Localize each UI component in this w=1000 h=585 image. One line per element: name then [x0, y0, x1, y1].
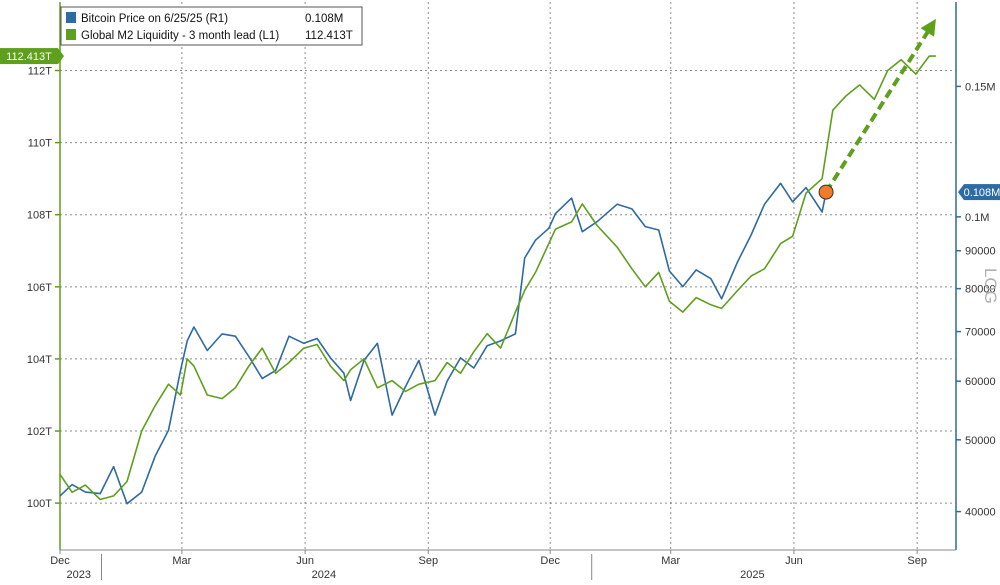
series-line-bitcoin — [59, 182, 827, 505]
projection-arrow-shaft — [824, 27, 932, 194]
current-price-marker — [818, 184, 834, 200]
right-tick-label: 60000 — [965, 376, 996, 388]
right-tick-label: 50000 — [965, 435, 996, 447]
x-year-label: 2024 — [312, 569, 336, 580]
legend-swatch-bitcoin — [66, 12, 76, 23]
projection-annotation — [818, 18, 936, 200]
left-tick-label: 110T — [28, 138, 53, 150]
right-tick-label: 0.1M — [965, 212, 989, 224]
legend-value-m2: 112.413T — [305, 30, 353, 42]
axes: 100T 102T 104T 106T 108T 110T 112T 40000 50000 60… — [27, 2, 996, 581]
gridlines — [59, 2, 956, 550]
x-year-label: 2023 — [67, 569, 91, 580]
right-tick-label: 40000 — [965, 507, 996, 519]
left-current-badge — [0, 48, 58, 65]
value-badges: 112.413T 0.108M — [0, 48, 1000, 201]
left-tick-label: 100T — [27, 498, 52, 510]
x-month-label: Mar — [172, 555, 191, 567]
left-tick-label: 112T — [28, 66, 53, 78]
legend-label-bitcoin: Bitcoin Price on 6/25/25 (R1) — [81, 13, 228, 25]
legend-value-bitcoin: 0.108M — [305, 13, 343, 25]
series-line-m2 — [59, 55, 936, 501]
x-month-label: Mar — [661, 555, 680, 567]
right-tick-label: 80000 — [965, 284, 996, 296]
legend-label-m2: Global M2 Liquidity - 3 month lead (L1) — [81, 30, 279, 42]
x-month-label: Jun — [785, 555, 803, 567]
series-lines — [59, 55, 936, 505]
x-year-label: 2025 — [740, 569, 764, 580]
left-tick-label: 108T — [27, 210, 52, 222]
x-month-label: Sep — [907, 555, 927, 567]
projection-arrow-head — [920, 18, 936, 37]
right-tick-label: 70000 — [965, 327, 996, 339]
x-month-label: Jun — [296, 555, 314, 567]
left-current-badge-pointer — [58, 48, 64, 65]
right-current-badge — [964, 184, 1000, 201]
left-current-badge-text: 112.413T — [6, 51, 52, 63]
right-axis-title: LOG — [981, 268, 1000, 304]
legend: Bitcoin Price on 6/25/25 (R1) 0.108M Glo… — [60, 6, 363, 46]
left-tick-label: 104T — [27, 354, 52, 366]
left-tick-label: 106T — [27, 282, 52, 294]
x-month-label: Sep — [419, 555, 439, 567]
right-tick-label: 90000 — [965, 246, 996, 258]
x-month-label: Dec — [50, 555, 70, 567]
x-month-label: Dec — [540, 555, 560, 567]
right-current-badge-pointer — [958, 184, 964, 201]
left-tick-label: 102T — [27, 426, 52, 438]
legend-swatch-m2 — [66, 29, 76, 40]
right-tick-label: 0.15M — [965, 81, 996, 93]
right-current-badge-text: 0.108M — [964, 187, 1000, 199]
